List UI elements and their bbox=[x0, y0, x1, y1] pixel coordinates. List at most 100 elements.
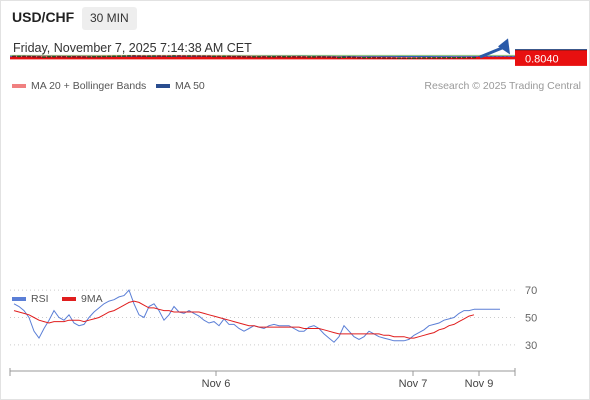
candle-body bbox=[342, 56, 346, 59]
legend-9ma: 9MA bbox=[62, 293, 103, 305]
timeframe-badge[interactable]: 30 MIN bbox=[82, 7, 137, 30]
candle-body bbox=[382, 57, 386, 59]
candle-body bbox=[117, 55, 121, 57]
candle-body bbox=[122, 55, 126, 57]
candle-body bbox=[297, 56, 301, 58]
candle-body bbox=[222, 55, 226, 58]
candle-body bbox=[352, 56, 356, 59]
candle-body bbox=[227, 55, 231, 58]
candle-body bbox=[437, 57, 441, 59]
candle-body bbox=[27, 55, 31, 58]
candle-body bbox=[22, 55, 26, 58]
candle-body bbox=[42, 56, 46, 58]
candle-body bbox=[52, 55, 56, 58]
legend-ma20: MA 20 + Bollinger Bands bbox=[12, 80, 146, 92]
candle-body bbox=[287, 56, 291, 58]
candle-body bbox=[157, 55, 161, 57]
candle-body bbox=[292, 56, 296, 58]
candle-body bbox=[147, 55, 151, 57]
rsi-swatch bbox=[12, 297, 26, 302]
candle-body bbox=[332, 56, 336, 59]
candle-body bbox=[417, 57, 421, 59]
candle-body bbox=[77, 56, 81, 58]
header: USD/CHF 30 MIN bbox=[0, 0, 590, 36]
candle-body bbox=[282, 56, 286, 58]
candle-body bbox=[257, 56, 261, 58]
candle-body bbox=[72, 56, 76, 58]
candle-body bbox=[82, 56, 86, 58]
candle-body bbox=[207, 55, 211, 58]
candle-body bbox=[392, 57, 396, 59]
candle-body bbox=[252, 56, 256, 58]
candle-body bbox=[192, 55, 196, 57]
candle-body bbox=[312, 56, 316, 58]
ma50-swatch bbox=[156, 84, 170, 89]
candle-body bbox=[132, 55, 136, 57]
candle-body bbox=[327, 56, 331, 58]
candle-body bbox=[372, 56, 376, 59]
candle-body bbox=[137, 55, 141, 57]
candle-body bbox=[432, 57, 436, 59]
candle-body bbox=[47, 56, 51, 58]
candle-body bbox=[12, 55, 16, 58]
candle-body bbox=[177, 55, 181, 57]
candle-body bbox=[272, 56, 276, 58]
candle-body bbox=[102, 55, 106, 58]
candle-body bbox=[212, 55, 216, 58]
candle-body bbox=[427, 57, 431, 59]
candle-body bbox=[267, 56, 271, 58]
candle-body bbox=[162, 55, 166, 57]
candle-body bbox=[462, 56, 466, 59]
symbol-label: USD/CHF bbox=[12, 9, 75, 25]
candle-body bbox=[357, 56, 361, 59]
candle-body bbox=[362, 57, 366, 59]
candle-body bbox=[237, 55, 241, 58]
candle-body bbox=[447, 57, 451, 59]
candle-body bbox=[37, 56, 41, 58]
candle-body bbox=[317, 56, 321, 58]
candle-body bbox=[32, 55, 36, 58]
candle-body bbox=[97, 55, 101, 58]
candle-body bbox=[67, 56, 71, 58]
level-label-0.8040: 0.8040 bbox=[525, 53, 559, 65]
candle-body bbox=[467, 56, 471, 59]
ma9-label: 9MA bbox=[81, 293, 103, 305]
forecast-arrow-head bbox=[498, 38, 510, 55]
research-credit: Research © 2025 Trading Central bbox=[424, 80, 581, 92]
candle-body bbox=[107, 55, 111, 58]
candle-body bbox=[202, 55, 206, 57]
ma9-swatch bbox=[62, 297, 76, 302]
candle-body bbox=[397, 57, 401, 59]
candle-body bbox=[217, 55, 221, 58]
candle-body bbox=[307, 56, 311, 58]
candle-body bbox=[197, 55, 201, 57]
candle-body bbox=[62, 56, 66, 58]
candle-body bbox=[302, 56, 306, 58]
candle-body bbox=[422, 57, 426, 59]
x-tick-label: Nov 9 bbox=[465, 378, 494, 390]
x-tick-label: Nov 6 bbox=[202, 378, 231, 390]
rsi-tick-label: 50 bbox=[525, 313, 537, 325]
candle-body bbox=[17, 55, 21, 58]
candle-body bbox=[407, 57, 411, 59]
candle-body bbox=[452, 57, 456, 59]
candle-body bbox=[337, 56, 341, 59]
ma20-label: MA 20 + Bollinger Bands bbox=[31, 80, 147, 92]
ma50-label: MA 50 bbox=[175, 80, 205, 92]
datetime-label: Friday, November 7, 2025 7:14:38 AM CET bbox=[13, 41, 252, 55]
candle-body bbox=[457, 56, 461, 59]
rsi-tick-label: 30 bbox=[525, 340, 537, 352]
candle-body bbox=[277, 56, 281, 58]
candle-body bbox=[57, 55, 61, 58]
candle-body bbox=[242, 56, 246, 58]
candle-body bbox=[142, 55, 146, 57]
candle-body bbox=[87, 56, 91, 58]
candle-body bbox=[232, 55, 236, 58]
level-box-0.8040 bbox=[515, 50, 587, 66]
candle-body bbox=[127, 55, 131, 57]
candle-body bbox=[172, 55, 176, 57]
ma20-swatch bbox=[12, 84, 26, 89]
candle-body bbox=[377, 57, 381, 59]
candle-body bbox=[442, 57, 446, 59]
